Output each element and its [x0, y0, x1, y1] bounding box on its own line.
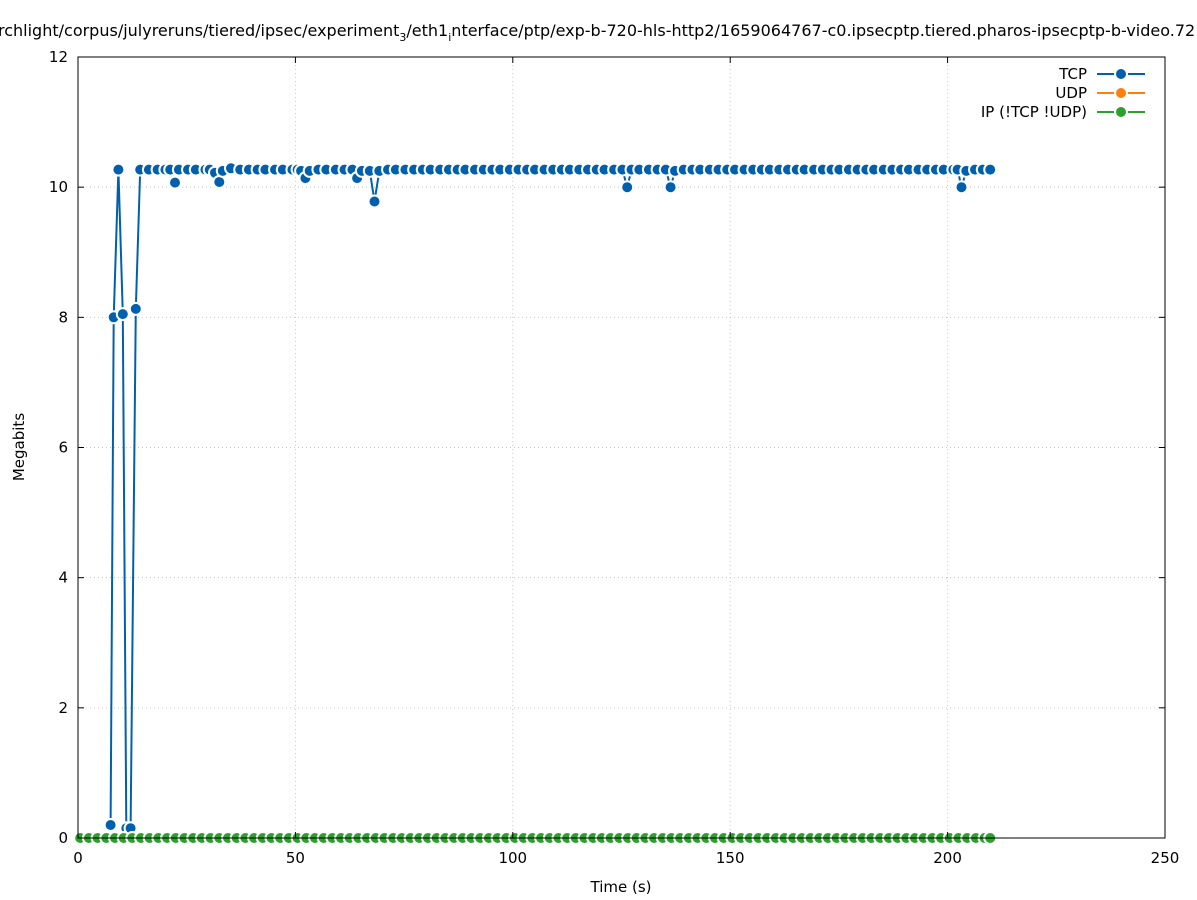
y-tick-label: 4 [58, 569, 68, 587]
data-point [954, 180, 969, 195]
y-tick-label: 6 [58, 439, 68, 457]
x-tick-label: 200 [933, 849, 962, 867]
data-point [663, 180, 678, 195]
y-tick-label: 2 [58, 699, 68, 717]
x-axis-title: Time (s) [590, 878, 652, 896]
y-axis-title: Megabits [10, 413, 28, 481]
legend-item: UDP [1055, 84, 1145, 102]
legend-item: IP (!TCP !UDP) [981, 103, 1145, 121]
legend-marker [1114, 105, 1128, 119]
series-1 [103, 161, 998, 836]
data-point [983, 162, 998, 177]
y-tick-label: 12 [49, 48, 68, 66]
data-point [168, 175, 182, 190]
x-tick-label: 150 [716, 849, 745, 867]
data-point [367, 194, 382, 209]
x-tick-label: 50 [286, 849, 305, 867]
legend-label: IP (!TCP !UDP) [981, 103, 1087, 121]
legend-item: TCP [1058, 65, 1145, 83]
x-tick-label: 0 [73, 849, 83, 867]
data-point [620, 180, 635, 195]
data-point [103, 818, 118, 832]
data-point [111, 162, 126, 177]
axis-ticks: 0 50 100 150 200 250 0 2 4 6 8 10 12 [49, 48, 1179, 867]
y-tick-label: 8 [58, 308, 68, 326]
y-tick-label: 10 [49, 178, 68, 196]
legend-marker [1114, 86, 1128, 100]
legend-marker [1114, 67, 1128, 81]
chart-title: rchlight/corpus/julyreruns/tiered/ipsec/… [0, 21, 1195, 44]
data-point [128, 301, 143, 316]
legend-label: UDP [1055, 84, 1087, 102]
series-line [109, 167, 991, 830]
y-tick-label: 0 [58, 829, 68, 847]
x-tick-label: 100 [498, 849, 527, 867]
series-layer [73, 161, 998, 845]
legend-label: TCP [1058, 65, 1087, 83]
x-tick-label: 250 [1151, 849, 1180, 867]
data-point [115, 307, 130, 322]
